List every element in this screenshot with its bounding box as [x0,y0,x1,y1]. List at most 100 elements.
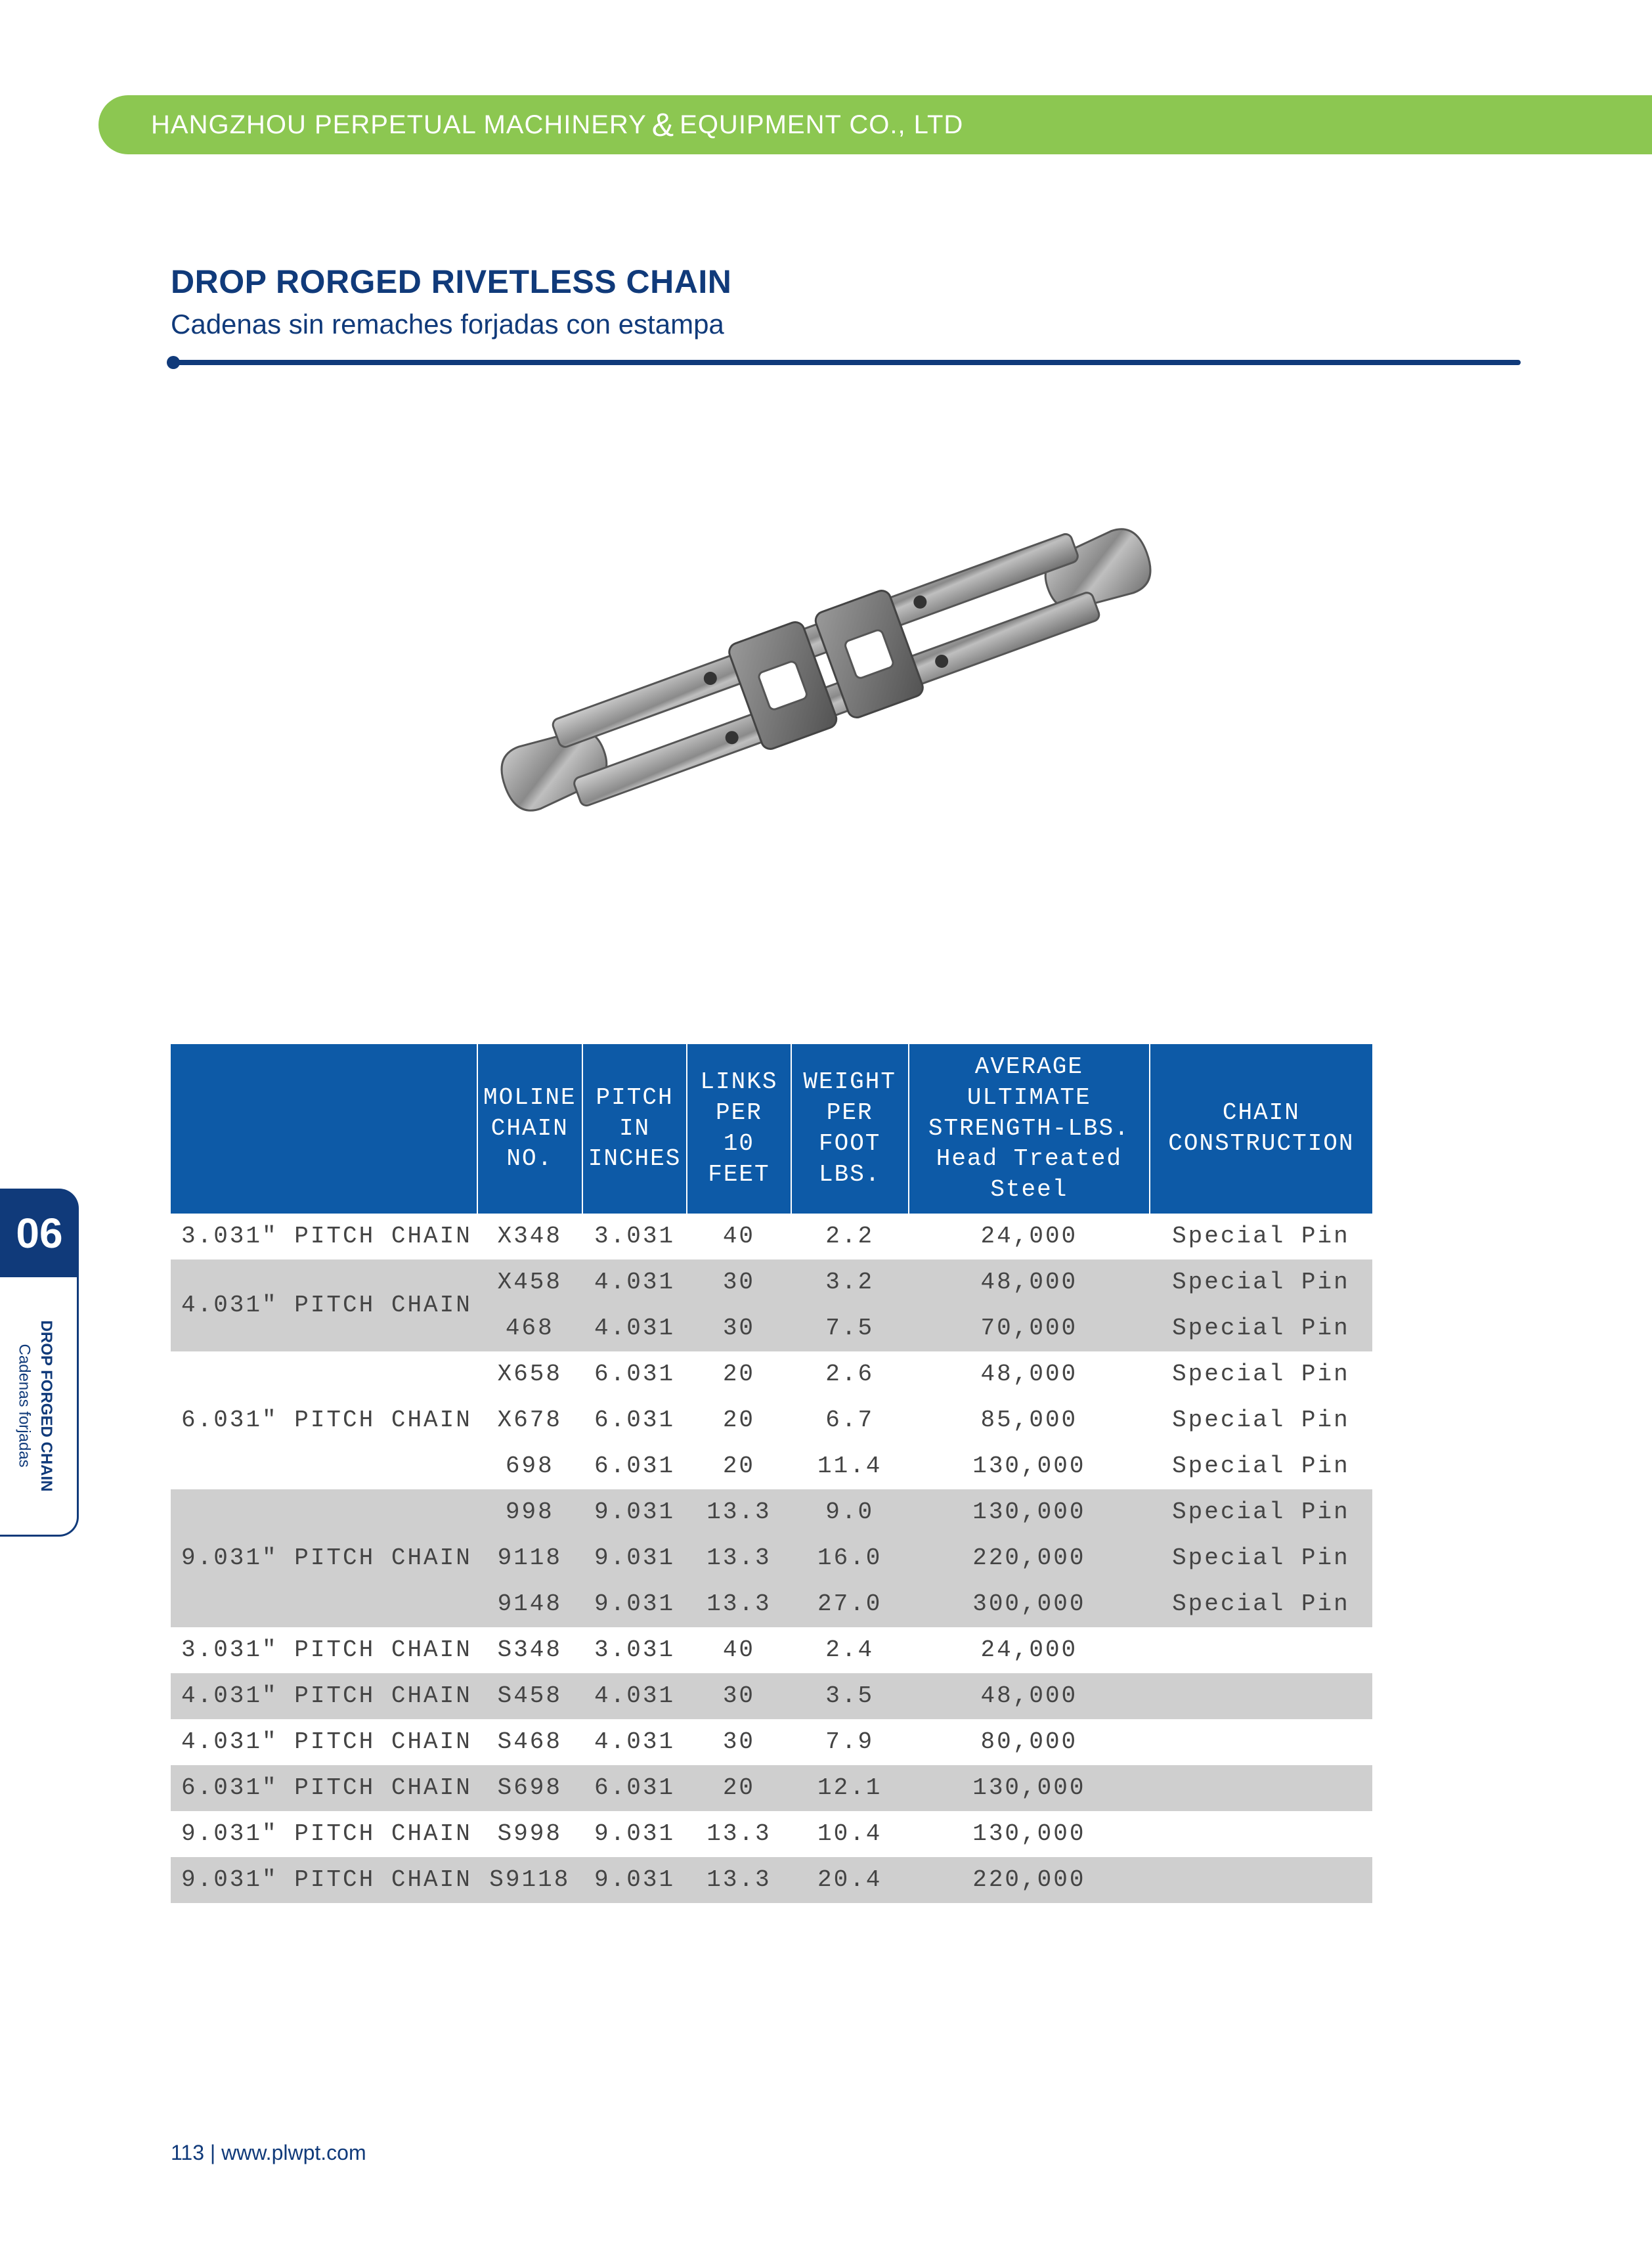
table-cell: 13.3 [687,1489,791,1535]
table-cell: 30 [687,1260,791,1305]
table-cell: 300,000 [909,1581,1150,1627]
page-footer: 113 | www.plwpt.com [171,2141,366,2165]
section-label-box: DROP FORGED CHAIN Cadenas forjadas [0,1277,79,1537]
company-header: HANGZHOU PERPETUAL MACHINERY & EQUIPMENT… [98,95,1652,154]
table-cell: 80,000 [909,1719,1150,1765]
table-cell: 30 [687,1673,791,1719]
table-row: 4.031" PITCH CHAINX4584.031303.248,000Sp… [171,1260,1372,1305]
pitch-group-label: 9.031" PITCH CHAIN [171,1489,477,1627]
table-cell: 9.031 [582,1535,687,1581]
table-cell: 9.031 [582,1857,687,1903]
table-cell: 20 [687,1397,791,1443]
table-cell: 24,000 [909,1627,1150,1673]
table-row: 6.031" PITCH CHAINX6586.031202.648,000Sp… [171,1351,1372,1397]
table-cell: 3.5 [791,1673,909,1719]
table-cell: 130,000 [909,1489,1150,1535]
table-row: 9.031" PITCH CHAINS9989.03113.310.4130,0… [171,1811,1372,1857]
table-row: 9.031" PITCH CHAINS91189.03113.320.4220,… [171,1857,1372,1903]
table-cell: 9118 [477,1535,582,1581]
table-cell: 6.7 [791,1397,909,1443]
table-cell: S998 [477,1811,582,1857]
table-cell: X348 [477,1214,582,1260]
table-cell: 4.031 [582,1673,687,1719]
table-cell: 220,000 [909,1857,1150,1903]
table-cell: Special Pin [1150,1305,1372,1351]
page-number: 113 [171,2141,204,2164]
section-label-es: Cadenas forjadas [16,1344,33,1468]
column-header: MOLINE CHAIN NO. [477,1044,582,1214]
column-header: AVERAGE ULTIMATE STRENGTH-LBS. Head Trea… [909,1044,1150,1214]
table-cell: 40 [687,1627,791,1673]
table-row: 6.031" PITCH CHAINS6986.0312012.1130,000 [171,1765,1372,1811]
table-cell: 4.031 [582,1305,687,1351]
pitch-group-label: 9.031" PITCH CHAIN [171,1857,477,1903]
table-cell: 6.031 [582,1397,687,1443]
table-cell: X658 [477,1351,582,1397]
company-name-left: HANGZHOU PERPETUAL MACHINERY [151,110,647,140]
table-cell: 4.031 [582,1719,687,1765]
table-cell [1150,1765,1372,1811]
table-cell: 2.6 [791,1351,909,1397]
column-header: PITCH IN INCHES [582,1044,687,1214]
table-cell: 70,000 [909,1305,1150,1351]
footer-separator: | [210,2141,215,2164]
table-cell: 2.4 [791,1627,909,1673]
table-cell: Special Pin [1150,1581,1372,1627]
table-cell: S348 [477,1627,582,1673]
table-cell [1150,1719,1372,1765]
table-cell: Special Pin [1150,1214,1372,1260]
table-cell: 20 [687,1351,791,1397]
table-cell: 40 [687,1214,791,1260]
product-title-en: DROP RORGED RIVETLESS CHAIN [171,263,1521,301]
table-cell: 11.4 [791,1443,909,1489]
table-cell: S468 [477,1719,582,1765]
table-cell: 30 [687,1719,791,1765]
table-cell: 998 [477,1489,582,1535]
table-cell: 4.031 [582,1260,687,1305]
pitch-group-label: 4.031" PITCH CHAIN [171,1260,477,1351]
table-cell: 13.3 [687,1857,791,1903]
table-cell: 9148 [477,1581,582,1627]
footer-url: www.plwpt.com [221,2141,366,2164]
table-cell: 130,000 [909,1765,1150,1811]
pitch-group-label: 3.031" PITCH CHAIN [171,1214,477,1260]
table-cell: 130,000 [909,1811,1150,1857]
table-cell: 13.3 [687,1581,791,1627]
table-cell: Special Pin [1150,1489,1372,1535]
table-cell: 3.031 [582,1627,687,1673]
section-number-box: 06 [0,1189,79,1277]
table-cell: 30 [687,1305,791,1351]
product-title-es: Cadenas sin remaches forjadas con estamp… [171,309,1521,340]
pitch-group-label: 4.031" PITCH CHAIN [171,1673,477,1719]
table-cell: 20 [687,1443,791,1489]
table-cell: 3.031 [582,1214,687,1260]
table-cell: 9.031 [582,1811,687,1857]
table-row: 3.031" PITCH CHAINS3483.031402.424,000 [171,1627,1372,1673]
table-cell: 6.031 [582,1443,687,1489]
table-cell [1150,1673,1372,1719]
pitch-group-label: 6.031" PITCH CHAIN [171,1351,477,1489]
table-cell: 48,000 [909,1673,1150,1719]
table-cell [1150,1811,1372,1857]
table-cell: 20.4 [791,1857,909,1903]
table-cell: 27.0 [791,1581,909,1627]
table-cell: 9.031 [582,1489,687,1535]
table-cell [1150,1857,1372,1903]
table-cell: Special Pin [1150,1443,1372,1489]
table-cell: 85,000 [909,1397,1150,1443]
column-header: CHAIN CONSTRUCTION [1150,1044,1372,1214]
table-cell: 24,000 [909,1214,1150,1260]
table-cell: 9.031 [582,1581,687,1627]
table-cell: 6.031 [582,1765,687,1811]
title-block: DROP RORGED RIVETLESS CHAIN Cadenas sin … [171,263,1521,365]
table-row: 4.031" PITCH CHAINS4684.031307.980,000 [171,1719,1372,1765]
table-row: 3.031" PITCH CHAINX3483.031402.224,000Sp… [171,1214,1372,1260]
table-cell: S9118 [477,1857,582,1903]
table-cell: X678 [477,1397,582,1443]
table-cell: 3.2 [791,1260,909,1305]
table-cell: 6.031 [582,1351,687,1397]
table-cell [1150,1627,1372,1673]
section-label: DROP FORGED CHAIN Cadenas forjadas [13,1321,57,1492]
table-cell: Special Pin [1150,1260,1372,1305]
column-header: WEIGHT PER FOOT LBS. [791,1044,909,1214]
